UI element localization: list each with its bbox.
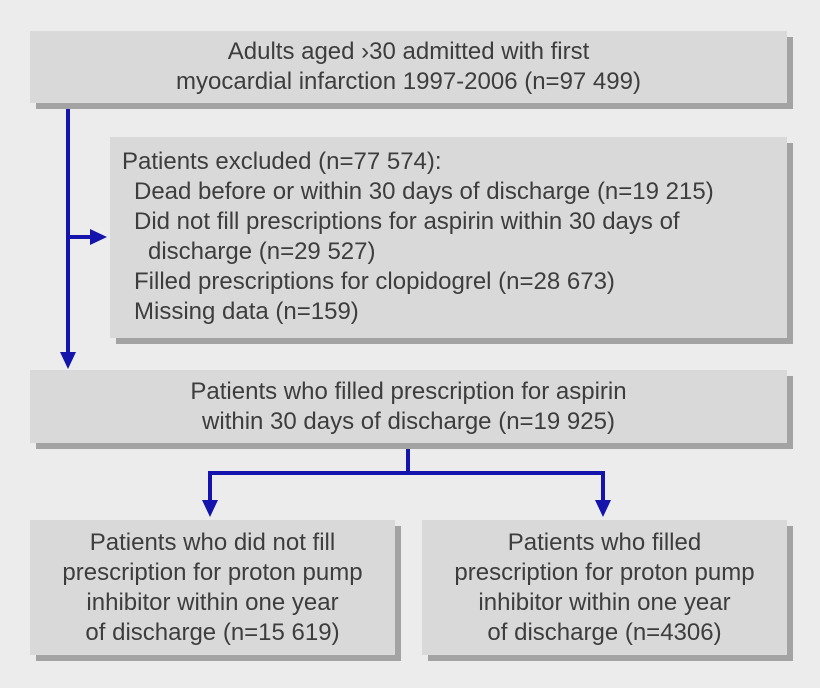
box-line: prescription for proton pump [62,558,363,586]
box-population: Adults aged ›30 admitted with first myoc… [30,31,787,103]
box-no-ppi: Patients who did not fill prescription f… [30,520,395,655]
box-line: discharge (n=29 527) [148,238,376,265]
box-line: within 30 days of discharge (n=19 925) [202,407,615,435]
arrowhead-down-aspirin-icon [60,352,76,369]
box-line: Patients who did not fill [89,528,336,556]
arrow-split-bar [208,471,605,501]
box-line: Missing data (n=159) [134,298,359,325]
box-line: Adults aged ›30 admitted with first [227,38,590,65]
box-excluded: Patients excluded (n=77 574): Dead befor… [110,137,787,338]
box-line: myocardial infarction 1997-2006 (n=97 49… [176,68,641,95]
arrowhead-down-ppi-icon [595,500,611,517]
box-line: of discharge (n=4306) [487,618,722,646]
box-line: inhibitor within one year [478,588,731,616]
box-line: Dead before or within 30 days of dischar… [134,178,714,205]
box-line: Patients who filled [507,528,702,556]
box-line: prescription for proton pump [454,558,755,586]
box-heading: Patients excluded (n=77 574): [122,148,442,175]
box-aspirin: Patients who filled prescription for asp… [30,370,787,443]
box-ppi: Patients who filled prescription for pro… [422,520,787,655]
box-line: inhibitor within one year [86,588,339,616]
arrowhead-right-excluded-icon [90,229,107,245]
box-line: Filled prescriptions for clopidogrel (n=… [134,268,615,295]
arrowhead-down-no-ppi-icon [202,500,218,517]
box-line: Did not fill prescriptions for aspirin w… [134,208,680,235]
box-line: of discharge (n=15 619) [85,618,340,646]
box-line: Patients who filled prescription for asp… [190,377,627,405]
